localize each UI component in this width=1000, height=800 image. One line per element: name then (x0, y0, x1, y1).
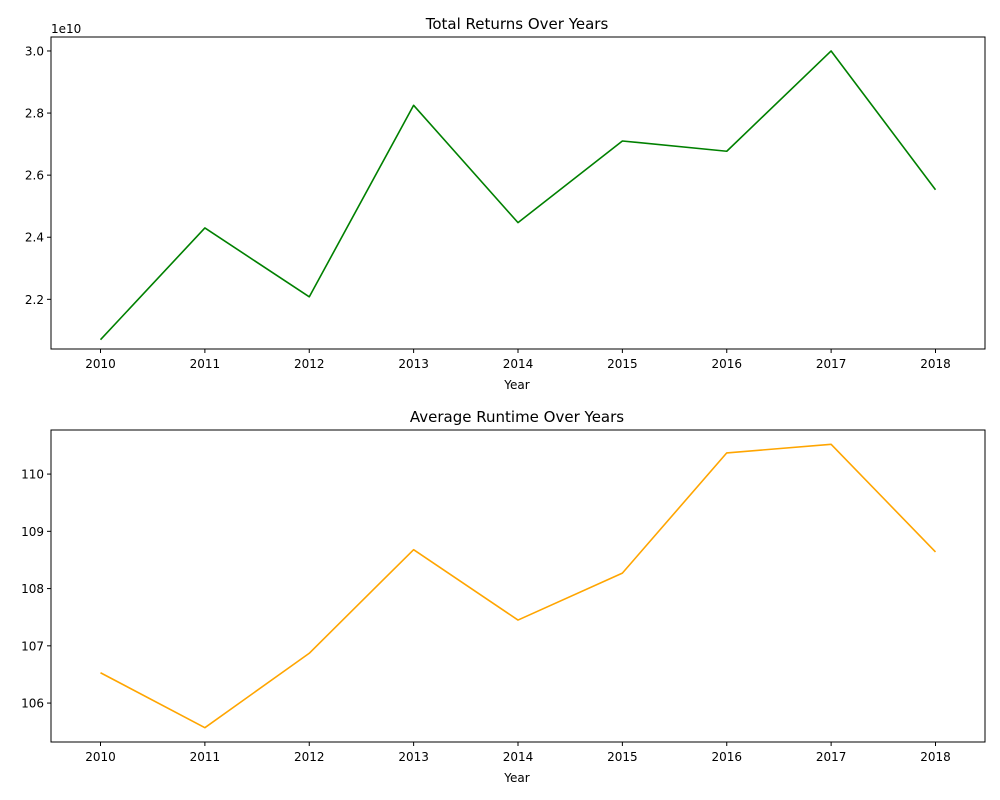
chart-title: Average Runtime Over Years (410, 408, 624, 426)
x-tick-label: 2011 (190, 750, 221, 764)
x-tick-label: 2016 (711, 750, 742, 764)
x-axis-label: Year (503, 771, 529, 785)
y-tick-label: 2.2 (25, 293, 44, 307)
y-tick-label: 108 (21, 582, 44, 596)
x-tick-label: 2018 (920, 357, 951, 371)
y-offset-label: 1e10 (51, 22, 81, 36)
x-tick-label: 2015 (607, 357, 638, 371)
x-axis-label: Year (503, 378, 529, 392)
plot-area: 2010 2011 2012 2013 2014 2015 2016 2017 2018 106 1… (21, 429, 986, 764)
x-tick-label: 2013 (398, 357, 429, 371)
x-tick-label: 2018 (920, 750, 951, 764)
x-tick-label: 2015 (607, 750, 638, 764)
x-tick-label: 2010 (85, 750, 116, 764)
x-tick-label: 2010 (85, 357, 116, 371)
subplot-average-runtime: Average Runtime Over Years 2010 2011 2012 2… (21, 408, 986, 785)
x-tick-label: 2012 (294, 357, 325, 371)
y-tick-label: 110 (21, 468, 44, 482)
y-tick-label: 2.4 (25, 231, 44, 245)
x-tick-label: 2012 (294, 750, 325, 764)
y-tick-label: 2.6 (25, 169, 44, 183)
x-tick-label: 2017 (816, 750, 847, 764)
y-tick-label: 106 (21, 697, 44, 711)
plot-area: 2010 2011 2012 2013 2014 2015 2016 2017 2018 2.2 2… (25, 36, 986, 371)
chart-title: Total Returns Over Years (425, 15, 609, 33)
y-tick-label: 109 (21, 525, 44, 539)
y-tick-label: 2.8 (25, 107, 44, 121)
x-tick-label: 2016 (711, 357, 742, 371)
x-tick-label: 2014 (503, 750, 534, 764)
x-tick-label: 2014 (503, 357, 534, 371)
subplot-total-returns: Total Returns Over Years 1e10 2010 2011 20… (25, 15, 986, 392)
x-tick-label: 2017 (816, 357, 847, 371)
x-tick-label: 2013 (398, 750, 429, 764)
x-tick-label: 2011 (190, 357, 221, 371)
y-tick-label: 3.0 (25, 44, 44, 58)
y-tick-label: 107 (21, 639, 44, 653)
